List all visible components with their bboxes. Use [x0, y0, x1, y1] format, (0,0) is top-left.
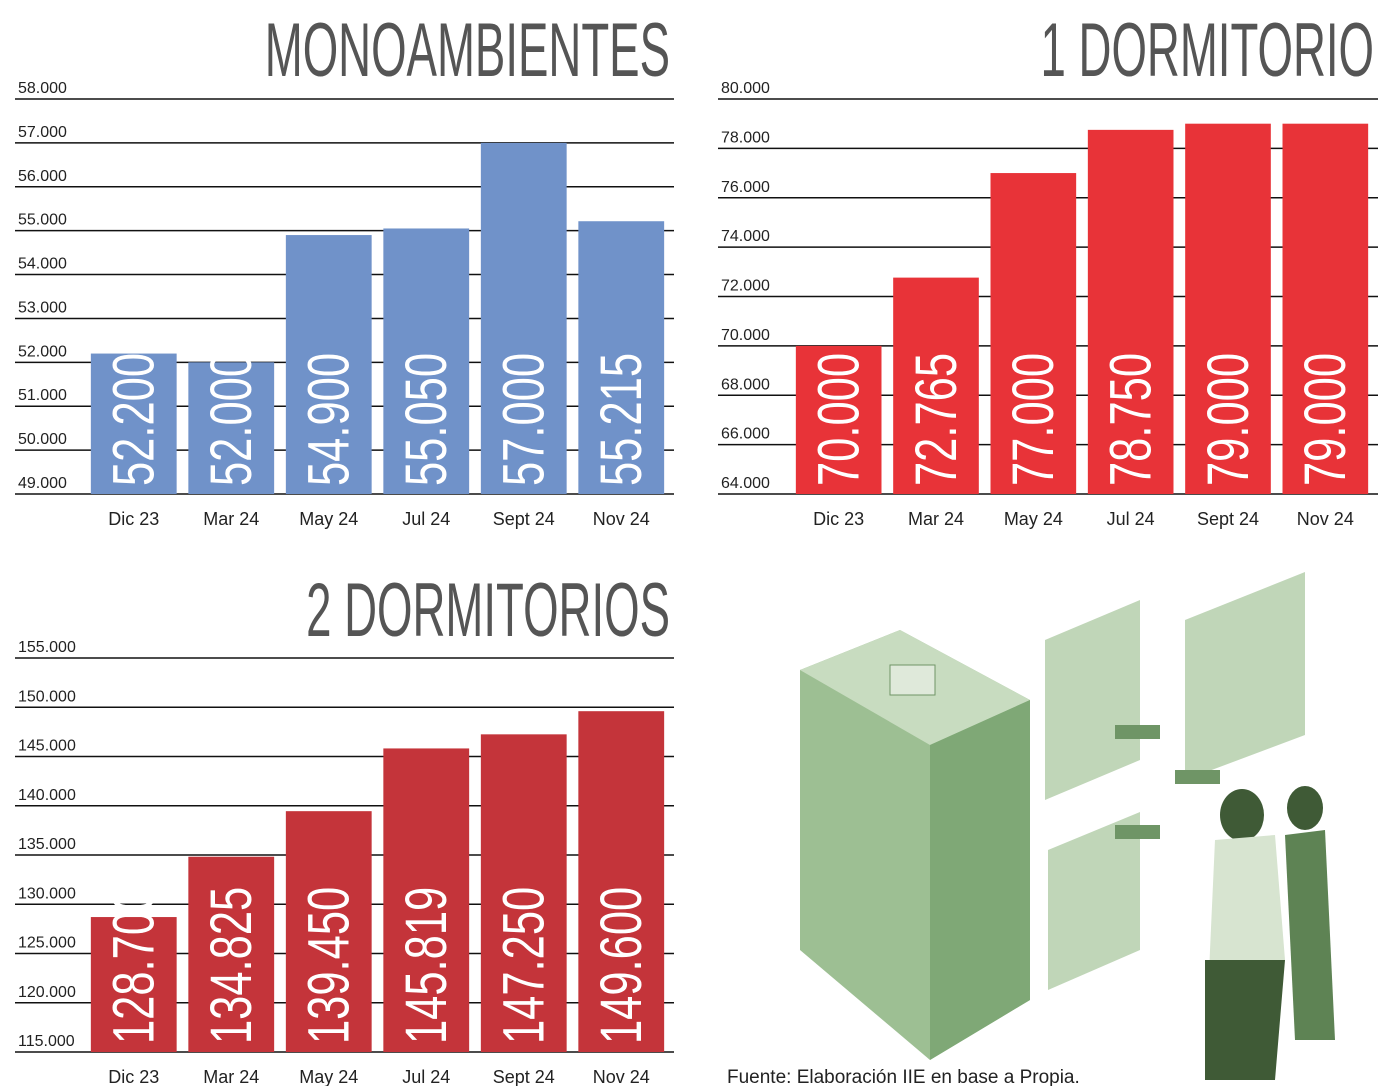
x-tick-label: Nov 24: [1297, 509, 1354, 529]
y-tick-label: 80.000: [721, 80, 770, 97]
bar: [795, 345, 882, 494]
y-tick-label: 140.000: [18, 787, 76, 804]
x-tick-label: Dic 23: [108, 509, 159, 529]
bar: [285, 811, 372, 1052]
value-label: 55.215: [589, 353, 653, 486]
x-tick-label: May 24: [299, 509, 358, 529]
value-label: 79.000: [1293, 353, 1357, 486]
x-tick-label: Jul 24: [402, 509, 450, 529]
value-label: 134.825: [199, 887, 263, 1044]
chart-title: 1 DORMITORIO: [1040, 8, 1374, 93]
value-label: 147.250: [492, 887, 556, 1044]
y-tick-label: 53.000: [18, 299, 67, 316]
value-label: 145.819: [394, 887, 458, 1044]
bar: [893, 277, 979, 494]
y-tick-label: 76.000: [721, 179, 770, 196]
x-tick-label: May 24: [299, 1067, 358, 1086]
y-tick-label: 70.000: [721, 327, 770, 344]
value-label: 72.765: [904, 353, 968, 486]
y-tick-label: 78.000: [721, 129, 770, 146]
y-tick-label: 150.000: [18, 688, 76, 705]
y-tick-label: 115.000: [18, 1033, 75, 1050]
value-label: 54.900: [297, 353, 361, 486]
y-tick-label: 52.000: [18, 343, 67, 360]
y-tick-label: 145.000: [18, 738, 76, 755]
bar: [480, 734, 567, 1052]
value-label: 70.000: [806, 353, 870, 486]
bar: [578, 221, 665, 494]
y-tick-label: 125.000: [18, 935, 76, 952]
value-label: 52.200: [102, 353, 166, 486]
x-tick-label: Jul 24: [1107, 509, 1155, 529]
y-tick-label: 66.000: [721, 426, 770, 443]
y-tick-label: 51.000: [18, 387, 67, 404]
chart-title: MONOAMBIENTES: [265, 8, 670, 93]
y-tick-label: 50.000: [18, 431, 67, 448]
bar: [383, 748, 470, 1052]
x-tick-label: Dic 23: [108, 1067, 159, 1086]
y-tick-label: 155.000: [18, 639, 76, 656]
bar: [188, 856, 275, 1052]
y-tick-label: 64.000: [721, 475, 770, 492]
y-tick-label: 120.000: [18, 984, 76, 1001]
bar: [990, 173, 1077, 494]
x-tick-label: Dic 23: [813, 509, 864, 529]
x-tick-label: Sept 24: [1197, 509, 1259, 529]
value-label: 128.700: [102, 887, 166, 1044]
value-label: 55.050: [394, 353, 458, 486]
y-tick-label: 74.000: [721, 228, 770, 245]
illustration: [800, 572, 1335, 1080]
x-tick-label: Nov 24: [593, 1067, 650, 1086]
y-tick-label: 58.000: [18, 80, 67, 97]
x-tick-label: May 24: [1004, 509, 1063, 529]
x-tick-label: Sept 24: [493, 1067, 555, 1086]
y-tick-label: 135.000: [18, 836, 76, 853]
value-label: 139.450: [297, 887, 361, 1044]
y-tick-label: 57.000: [18, 124, 67, 141]
chart-title: 2 DORMITORIOS: [306, 568, 670, 653]
bar: [480, 142, 567, 494]
source-note: Fuente: Elaboración IIE en base a Propia…: [727, 1067, 1080, 1086]
bar: [383, 228, 470, 494]
y-tick-label: 68.000: [721, 376, 770, 393]
x-tick-label: Mar 24: [203, 509, 259, 529]
bar: [90, 917, 177, 1052]
y-tick-label: 72.000: [721, 278, 770, 295]
x-tick-label: Nov 24: [593, 509, 650, 529]
y-tick-label: 54.000: [18, 256, 67, 273]
value-label: 77.000: [1001, 353, 1065, 486]
value-label: 57.000: [492, 353, 556, 486]
y-tick-label: 130.000: [18, 885, 76, 902]
y-tick-label: 56.000: [18, 168, 67, 185]
bar: [578, 711, 665, 1052]
value-label: 79.000: [1196, 353, 1260, 486]
y-tick-label: 55.000: [18, 212, 67, 229]
value-label: 52.000: [199, 353, 263, 486]
x-tick-label: Mar 24: [908, 509, 964, 529]
x-tick-label: Mar 24: [203, 1067, 259, 1086]
bar: [1087, 129, 1174, 494]
bar: [1185, 123, 1271, 494]
bar: [90, 353, 177, 494]
bar: [188, 362, 275, 494]
x-tick-label: Jul 24: [402, 1067, 450, 1086]
y-tick-label: 49.000: [18, 475, 67, 492]
x-tick-label: Sept 24: [493, 509, 555, 529]
value-label: 149.600: [589, 887, 653, 1044]
value-label: 78.750: [1098, 353, 1162, 486]
bar: [1282, 123, 1369, 494]
bar: [285, 235, 372, 495]
